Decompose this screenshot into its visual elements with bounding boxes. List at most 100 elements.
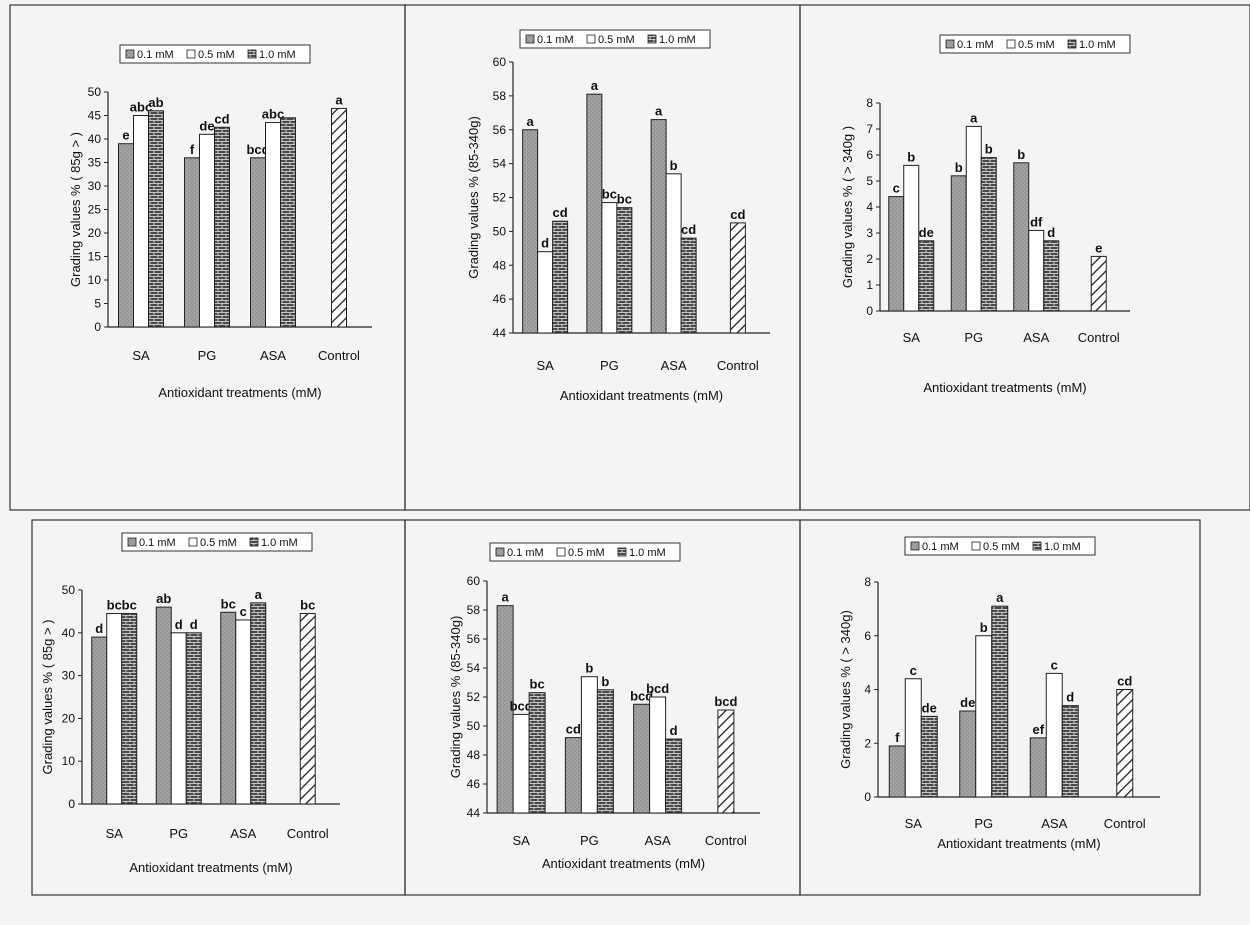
y-axis-title: Grading values % ( > 340g) xyxy=(838,610,853,769)
significance-letter: abc xyxy=(130,100,152,115)
bar-sa-s2 xyxy=(904,678,922,798)
category-label: ASA xyxy=(230,826,256,841)
significance-letter: bc xyxy=(300,598,315,613)
y-tick-label: 10 xyxy=(88,273,102,287)
legend-swatch xyxy=(945,39,955,49)
legend: 0.1 mM 0.5 mM 1.0 mM xyxy=(939,34,1131,54)
panel-frame xyxy=(799,519,1201,896)
bar-sa-s1 xyxy=(118,143,134,328)
legend-label: 0.1 mM xyxy=(137,49,174,61)
bar-asa-s1 xyxy=(1029,737,1047,798)
y-tick-label: 40 xyxy=(62,626,76,640)
bar-pg-s3 xyxy=(991,605,1009,798)
y-tick-label: 46 xyxy=(467,777,481,791)
x-axis-title: Antioxidant treatments (mM) xyxy=(560,388,723,403)
y-tick-label: 1 xyxy=(866,278,873,292)
bar-asa-s2 xyxy=(265,122,281,328)
significance-letter: cd xyxy=(681,222,696,237)
significance-letter: cd xyxy=(553,205,568,220)
legend-swatch xyxy=(1067,39,1077,49)
y-tick-label: 58 xyxy=(493,89,507,103)
significance-letter: bc xyxy=(221,596,236,611)
bar-sa-s2 xyxy=(537,251,554,334)
legend-label: 0.5 mM xyxy=(198,49,235,61)
category-label: SA xyxy=(536,358,554,373)
y-tick-label: 56 xyxy=(493,123,507,137)
bar-pg-s1 xyxy=(950,175,967,312)
category-label: ASA xyxy=(661,358,687,373)
y-tick-label: 52 xyxy=(467,690,481,704)
bar-pg-s1 xyxy=(959,710,977,798)
category-label: PG xyxy=(600,358,619,373)
significance-letter: ab xyxy=(148,95,163,110)
y-axis-title: Grading values % (85-340g) xyxy=(466,116,481,279)
significance-letter: cd xyxy=(730,207,745,222)
category-label: SA xyxy=(903,330,921,345)
significance-letter: cd xyxy=(214,111,229,126)
bar-sa-s3 xyxy=(918,240,935,312)
y-tick-label: 2 xyxy=(866,252,873,266)
y-tick-label: 58 xyxy=(467,603,481,617)
significance-letter: bc xyxy=(617,192,632,207)
y-tick-label: 46 xyxy=(493,292,507,306)
legend: 0.1 mM 0.5 mM 1.0 mM xyxy=(519,29,711,49)
bar-sa-s3 xyxy=(528,692,546,814)
bar-asa-s2 xyxy=(665,173,682,334)
bar-asa-s3 xyxy=(1043,240,1060,312)
bar-sa-s2 xyxy=(133,115,149,328)
y-axis-title: Grading values % ( > 340g ) xyxy=(840,126,855,288)
bar-pg-s2 xyxy=(601,202,618,334)
y-tick-label: 50 xyxy=(88,85,102,99)
y-tick-label: 30 xyxy=(88,179,102,193)
legend-box xyxy=(939,34,1131,54)
legend-label: 0.1 mM xyxy=(139,537,176,549)
y-tick-label: 4 xyxy=(864,683,871,697)
bar-sa-s1 xyxy=(496,605,514,814)
legend-swatch xyxy=(525,34,535,44)
legend-label: 0.5 mM xyxy=(1018,39,1055,51)
significance-letter: bc xyxy=(530,677,545,692)
chart-panel-5: 44 46 48 50 52 54 56 58 60 Grading values % (85-3… xyxy=(404,519,801,896)
significance-letter: bcd xyxy=(646,681,669,696)
y-tick-label: 52 xyxy=(493,191,507,205)
y-tick-label: 54 xyxy=(493,157,507,171)
category-label: ASA xyxy=(1023,330,1049,345)
legend-box xyxy=(904,536,1096,556)
legend: 0.1 mM 0.5 mM 1.0 mM xyxy=(904,536,1096,556)
significance-letter: a xyxy=(255,587,263,602)
category-label: PG xyxy=(169,826,188,841)
y-tick-label: 7 xyxy=(866,122,873,136)
bar-asa-s1 xyxy=(633,703,651,814)
category-label: PG xyxy=(198,348,217,363)
legend-swatch xyxy=(586,34,596,44)
y-tick-label: 50 xyxy=(493,224,507,238)
legend-label: 0.1 mM xyxy=(922,541,959,553)
legend-label: 1.0 mM xyxy=(1079,39,1116,51)
y-tick-label: 0 xyxy=(94,320,101,334)
bar-pg-s2 xyxy=(975,635,993,798)
legend-label: 1.0 mM xyxy=(629,547,666,559)
y-tick-label: 60 xyxy=(493,55,507,69)
legend-box xyxy=(119,44,311,64)
legend-label: 1.0 mM xyxy=(659,34,696,46)
significance-letter: c xyxy=(910,663,917,678)
bar-pg-s3 xyxy=(616,207,633,334)
bar-pg-s3 xyxy=(980,157,997,312)
y-tick-label: 44 xyxy=(493,326,507,340)
x-axis-title: Antioxidant treatments (mM) xyxy=(158,385,321,400)
significance-letter: bcd xyxy=(630,688,653,703)
bar-asa-s1 xyxy=(250,157,266,328)
x-axis-title: Antioxidant treatments (mM) xyxy=(129,860,292,875)
legend-swatch xyxy=(249,537,259,547)
bar-asa-s3 xyxy=(1061,705,1079,798)
legend: 0.1 mM 0.5 mM 1.0 mM xyxy=(121,532,313,552)
bar-control xyxy=(331,107,347,328)
category-label: SA xyxy=(106,826,124,841)
bar-asa-s2 xyxy=(649,696,667,814)
bar-sa-s1 xyxy=(522,129,539,334)
bar-control xyxy=(729,222,746,334)
category-label: Control xyxy=(318,348,360,363)
significance-letter: b xyxy=(955,160,963,175)
category-label: Control xyxy=(717,358,759,373)
